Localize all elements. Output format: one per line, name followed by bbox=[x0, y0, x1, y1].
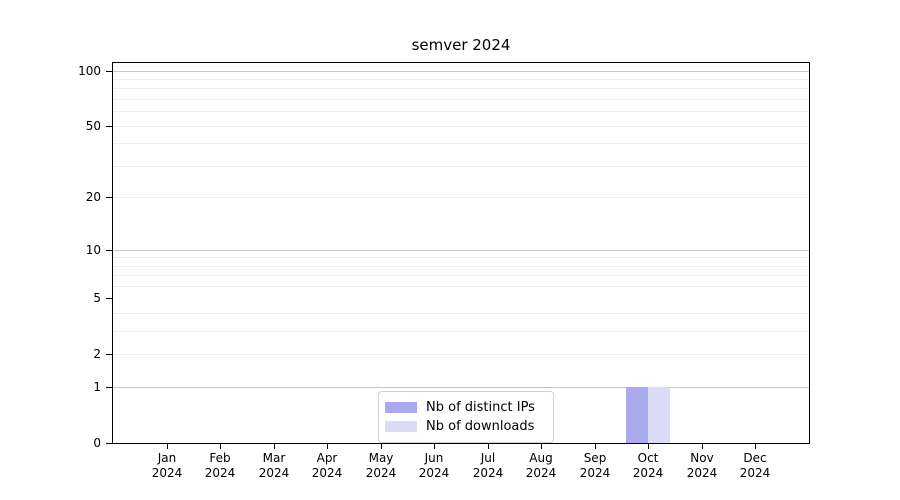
major-gridline bbox=[113, 387, 809, 388]
y-tick-mark bbox=[106, 126, 112, 127]
y-tick-mark bbox=[106, 443, 112, 444]
y-tick-label: 50 bbox=[85, 119, 101, 133]
x-tick-mark bbox=[755, 444, 756, 449]
minor-gridline bbox=[113, 257, 809, 258]
x-tick-mark bbox=[274, 444, 275, 449]
x-tick-month: Jan bbox=[157, 451, 177, 465]
legend-rows: Nb of distinct IPs Nb of downloads bbox=[385, 398, 545, 436]
x-tick-mark bbox=[488, 444, 489, 449]
x-tick-year: 2024 bbox=[686, 466, 718, 480]
legend-label: Nb of distinct IPs bbox=[426, 400, 535, 415]
major-gridline bbox=[113, 250, 809, 251]
x-tick-label: Nov 2024 bbox=[674, 451, 730, 481]
y-tick-mark bbox=[106, 71, 112, 72]
y-tick-mark bbox=[106, 387, 112, 388]
x-tick-month: May bbox=[368, 451, 394, 465]
legend-swatch-icon bbox=[385, 421, 417, 432]
legend: Nb of distinct IPs Nb of downloads bbox=[378, 391, 554, 443]
minor-gridline bbox=[113, 126, 809, 127]
y-tick-mark bbox=[106, 250, 112, 251]
x-tick-month: Jun bbox=[424, 451, 444, 465]
x-tick-mark bbox=[381, 444, 382, 449]
x-tick-mark bbox=[327, 444, 328, 449]
x-tick-label: Oct 2024 bbox=[620, 451, 676, 481]
x-tick-label: Jul 2024 bbox=[460, 451, 516, 481]
x-tick-mark bbox=[541, 444, 542, 449]
plot-area bbox=[112, 62, 810, 444]
x-tick-month: Dec bbox=[743, 451, 767, 465]
x-tick-label: Aug 2024 bbox=[513, 451, 569, 481]
y-tick-label: 0 bbox=[93, 436, 101, 450]
x-tick-year: 2024 bbox=[204, 466, 236, 480]
legend-item: Nb of downloads bbox=[385, 417, 545, 436]
x-tick-month: Feb bbox=[209, 451, 231, 465]
minor-gridline bbox=[113, 331, 809, 332]
y-tick-label: 20 bbox=[85, 190, 101, 204]
x-tick-month: Aug bbox=[529, 451, 553, 465]
x-tick-label: Sep 2024 bbox=[567, 451, 623, 481]
bar-distinct-ips bbox=[626, 387, 648, 443]
legend-label: Nb of downloads bbox=[426, 419, 535, 434]
x-tick-mark bbox=[648, 444, 649, 449]
x-tick-label: Feb 2024 bbox=[192, 451, 248, 481]
x-tick-mark bbox=[167, 444, 168, 449]
y-tick-label: 2 bbox=[93, 347, 101, 361]
y-tick-mark bbox=[106, 197, 112, 198]
minor-gridline bbox=[113, 197, 809, 198]
minor-gridline bbox=[113, 286, 809, 287]
minor-gridline bbox=[113, 166, 809, 167]
x-tick-label: Apr 2024 bbox=[299, 451, 355, 481]
minor-gridline bbox=[113, 111, 809, 112]
x-tick-label: Jun 2024 bbox=[406, 451, 462, 481]
minor-gridline bbox=[113, 79, 809, 80]
minor-gridline bbox=[113, 99, 809, 100]
x-tick-year: 2024 bbox=[472, 466, 504, 480]
x-tick-year: 2024 bbox=[579, 466, 611, 480]
minor-gridline bbox=[113, 354, 809, 355]
x-tick-year: 2024 bbox=[632, 466, 664, 480]
legend-item: Nb of distinct IPs bbox=[385, 398, 545, 417]
y-tick-label: 1 bbox=[93, 380, 101, 394]
x-tick-year: 2024 bbox=[739, 466, 771, 480]
x-tick-mark bbox=[595, 444, 596, 449]
x-tick-year: 2024 bbox=[418, 466, 450, 480]
x-tick-label: May 2024 bbox=[353, 451, 409, 481]
minor-gridline bbox=[113, 88, 809, 89]
x-tick-month: Apr bbox=[316, 451, 338, 465]
chart-title: semver 2024 bbox=[411, 36, 511, 54]
minor-gridline bbox=[113, 266, 809, 267]
x-tick-month: Mar bbox=[262, 451, 286, 465]
x-tick-year: 2024 bbox=[151, 466, 183, 480]
x-tick-month: Nov bbox=[690, 451, 714, 465]
x-tick-label: Jan 2024 bbox=[139, 451, 195, 481]
x-tick-month: Sep bbox=[583, 451, 607, 465]
x-tick-label: Dec 2024 bbox=[727, 451, 783, 481]
minor-gridline bbox=[113, 313, 809, 314]
y-tick-label: 5 bbox=[93, 291, 101, 305]
x-tick-mark bbox=[220, 444, 221, 449]
y-tick-label: 100 bbox=[78, 64, 101, 78]
y-tick-mark bbox=[106, 354, 112, 355]
x-tick-year: 2024 bbox=[365, 466, 397, 480]
x-tick-month: Jul bbox=[480, 451, 496, 465]
x-tick-year: 2024 bbox=[525, 466, 557, 480]
legend-swatch-icon bbox=[385, 402, 417, 413]
x-tick-year: 2024 bbox=[258, 466, 290, 480]
minor-gridline bbox=[113, 143, 809, 144]
x-tick-mark bbox=[434, 444, 435, 449]
x-tick-mark bbox=[702, 444, 703, 449]
y-tick-label: 10 bbox=[85, 243, 101, 257]
major-gridline bbox=[113, 71, 809, 72]
bar-downloads bbox=[648, 387, 670, 443]
minor-gridline bbox=[113, 275, 809, 276]
x-tick-year: 2024 bbox=[311, 466, 343, 480]
x-tick-label: Mar 2024 bbox=[246, 451, 302, 481]
y-tick-mark bbox=[106, 298, 112, 299]
x-tick-month: Oct bbox=[637, 451, 659, 465]
